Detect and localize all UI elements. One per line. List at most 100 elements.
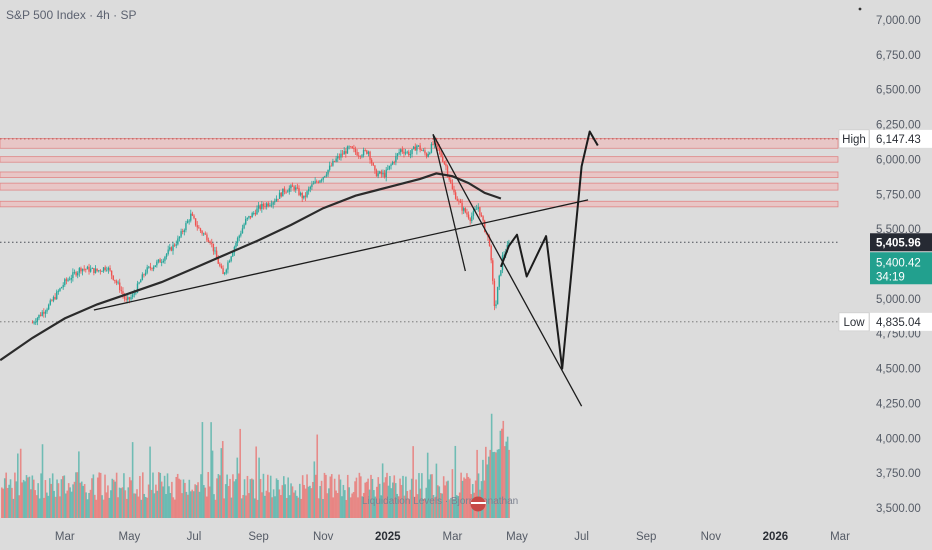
volume-bar bbox=[24, 481, 26, 518]
volume-bar bbox=[336, 493, 339, 518]
volume-bar bbox=[333, 478, 336, 518]
y-tick-label: 6,500.00 bbox=[876, 85, 921, 97]
volume-bar bbox=[217, 474, 220, 518]
volume-bar bbox=[252, 479, 255, 518]
volume-bar bbox=[248, 493, 250, 518]
volume-bar bbox=[306, 474, 308, 518]
candle-body bbox=[375, 170, 378, 177]
volume-bar bbox=[282, 476, 285, 518]
volume-bar bbox=[57, 483, 60, 518]
y-tick-label: 4,000.00 bbox=[876, 433, 921, 445]
candle-body bbox=[183, 230, 186, 232]
volume-bar bbox=[96, 477, 99, 518]
time-axis[interactable]: Mar May Jul Sep Nov 2025 Mar May Jul Sep Nov 2026 Ma… bbox=[55, 531, 850, 543]
candle-body bbox=[442, 156, 444, 162]
volume-bar bbox=[396, 493, 398, 518]
candle-body bbox=[222, 268, 224, 275]
volume-bar bbox=[226, 474, 228, 518]
volume-bar bbox=[203, 485, 205, 518]
volume-bar bbox=[330, 474, 333, 518]
volume-bar bbox=[288, 495, 291, 518]
candle-body bbox=[178, 236, 181, 239]
candle-body bbox=[361, 155, 363, 157]
candle-body bbox=[64, 279, 66, 286]
candle-body bbox=[274, 201, 276, 203]
candle-body bbox=[508, 242, 510, 245]
volume-bar bbox=[201, 422, 204, 518]
volume-bar bbox=[46, 492, 48, 518]
volume-bar bbox=[476, 449, 478, 518]
volume-bar bbox=[63, 475, 66, 518]
volume-bar bbox=[230, 497, 233, 518]
volume-bar bbox=[317, 498, 320, 518]
volume-bar bbox=[1, 487, 3, 518]
volume-bar bbox=[34, 490, 37, 518]
candle-body bbox=[57, 290, 60, 292]
volume-bar bbox=[156, 490, 159, 518]
volume-bar bbox=[403, 495, 406, 518]
volume-bar bbox=[37, 483, 39, 518]
volume-bar bbox=[341, 496, 343, 518]
volume-bar bbox=[265, 490, 268, 518]
volume-bar bbox=[111, 478, 114, 518]
candle-body bbox=[464, 208, 467, 213]
x-tick-label: May bbox=[119, 531, 141, 543]
candle-body bbox=[269, 204, 271, 206]
candle-body bbox=[377, 173, 379, 177]
candle-body bbox=[88, 266, 90, 272]
candle-body bbox=[374, 165, 376, 171]
volume-bar bbox=[50, 483, 53, 518]
volume-bar bbox=[200, 474, 202, 518]
candle-body bbox=[93, 268, 95, 274]
volume-bar bbox=[348, 487, 351, 518]
volume-bar bbox=[310, 488, 313, 518]
volume-bar bbox=[178, 478, 180, 518]
x-tick-label: Nov bbox=[313, 531, 334, 543]
volume-bar bbox=[432, 495, 435, 518]
candle-body bbox=[354, 148, 357, 153]
volume-bar bbox=[139, 475, 141, 518]
y-tick-label: 5,750.00 bbox=[876, 189, 921, 201]
volume-bar bbox=[143, 493, 146, 518]
x-tick-label: Mar bbox=[55, 531, 75, 543]
volume-bar bbox=[495, 452, 497, 518]
candle-body bbox=[143, 274, 145, 276]
volume-bar bbox=[505, 441, 507, 518]
price-axis[interactable]: 3,500.00 3,750.00 4,000.00 4,250.00 4,500.00… bbox=[876, 15, 921, 515]
candle-body bbox=[451, 183, 454, 190]
volume-bar bbox=[466, 473, 468, 518]
volume-bar bbox=[150, 489, 153, 518]
candle-body bbox=[211, 242, 213, 244]
price-labels: High 6,147.43 Low 4,835.04 5,405.96 5,400.42 3… bbox=[838, 129, 932, 332]
candle-body bbox=[77, 272, 79, 276]
volume-bar bbox=[78, 451, 80, 518]
volume-bar bbox=[506, 436, 509, 518]
volume-bar bbox=[168, 486, 170, 518]
candle-body bbox=[199, 228, 202, 231]
volume-bar bbox=[486, 464, 489, 518]
candle-body bbox=[46, 309, 48, 312]
candle-body bbox=[446, 166, 449, 176]
candle-body bbox=[201, 230, 203, 234]
candle-body bbox=[429, 152, 431, 154]
volume-bar bbox=[207, 472, 210, 518]
volume-bar bbox=[128, 477, 131, 518]
candle-body bbox=[333, 161, 336, 162]
volume-bar bbox=[76, 472, 79, 518]
volume-bar bbox=[22, 479, 25, 518]
volume-bar bbox=[152, 472, 154, 518]
volume-bar bbox=[314, 474, 317, 518]
candle-body bbox=[291, 185, 294, 187]
volume-bar bbox=[126, 498, 128, 518]
candle-body bbox=[324, 176, 326, 178]
volume-bar bbox=[246, 475, 249, 518]
candle-body bbox=[133, 293, 135, 295]
candle-body bbox=[467, 214, 470, 219]
volume-bar bbox=[261, 492, 263, 518]
candle-body bbox=[104, 267, 106, 270]
candle-body bbox=[400, 149, 402, 153]
volume-bar bbox=[70, 491, 73, 518]
high-tag: High bbox=[842, 134, 866, 146]
candle-body bbox=[412, 146, 415, 150]
